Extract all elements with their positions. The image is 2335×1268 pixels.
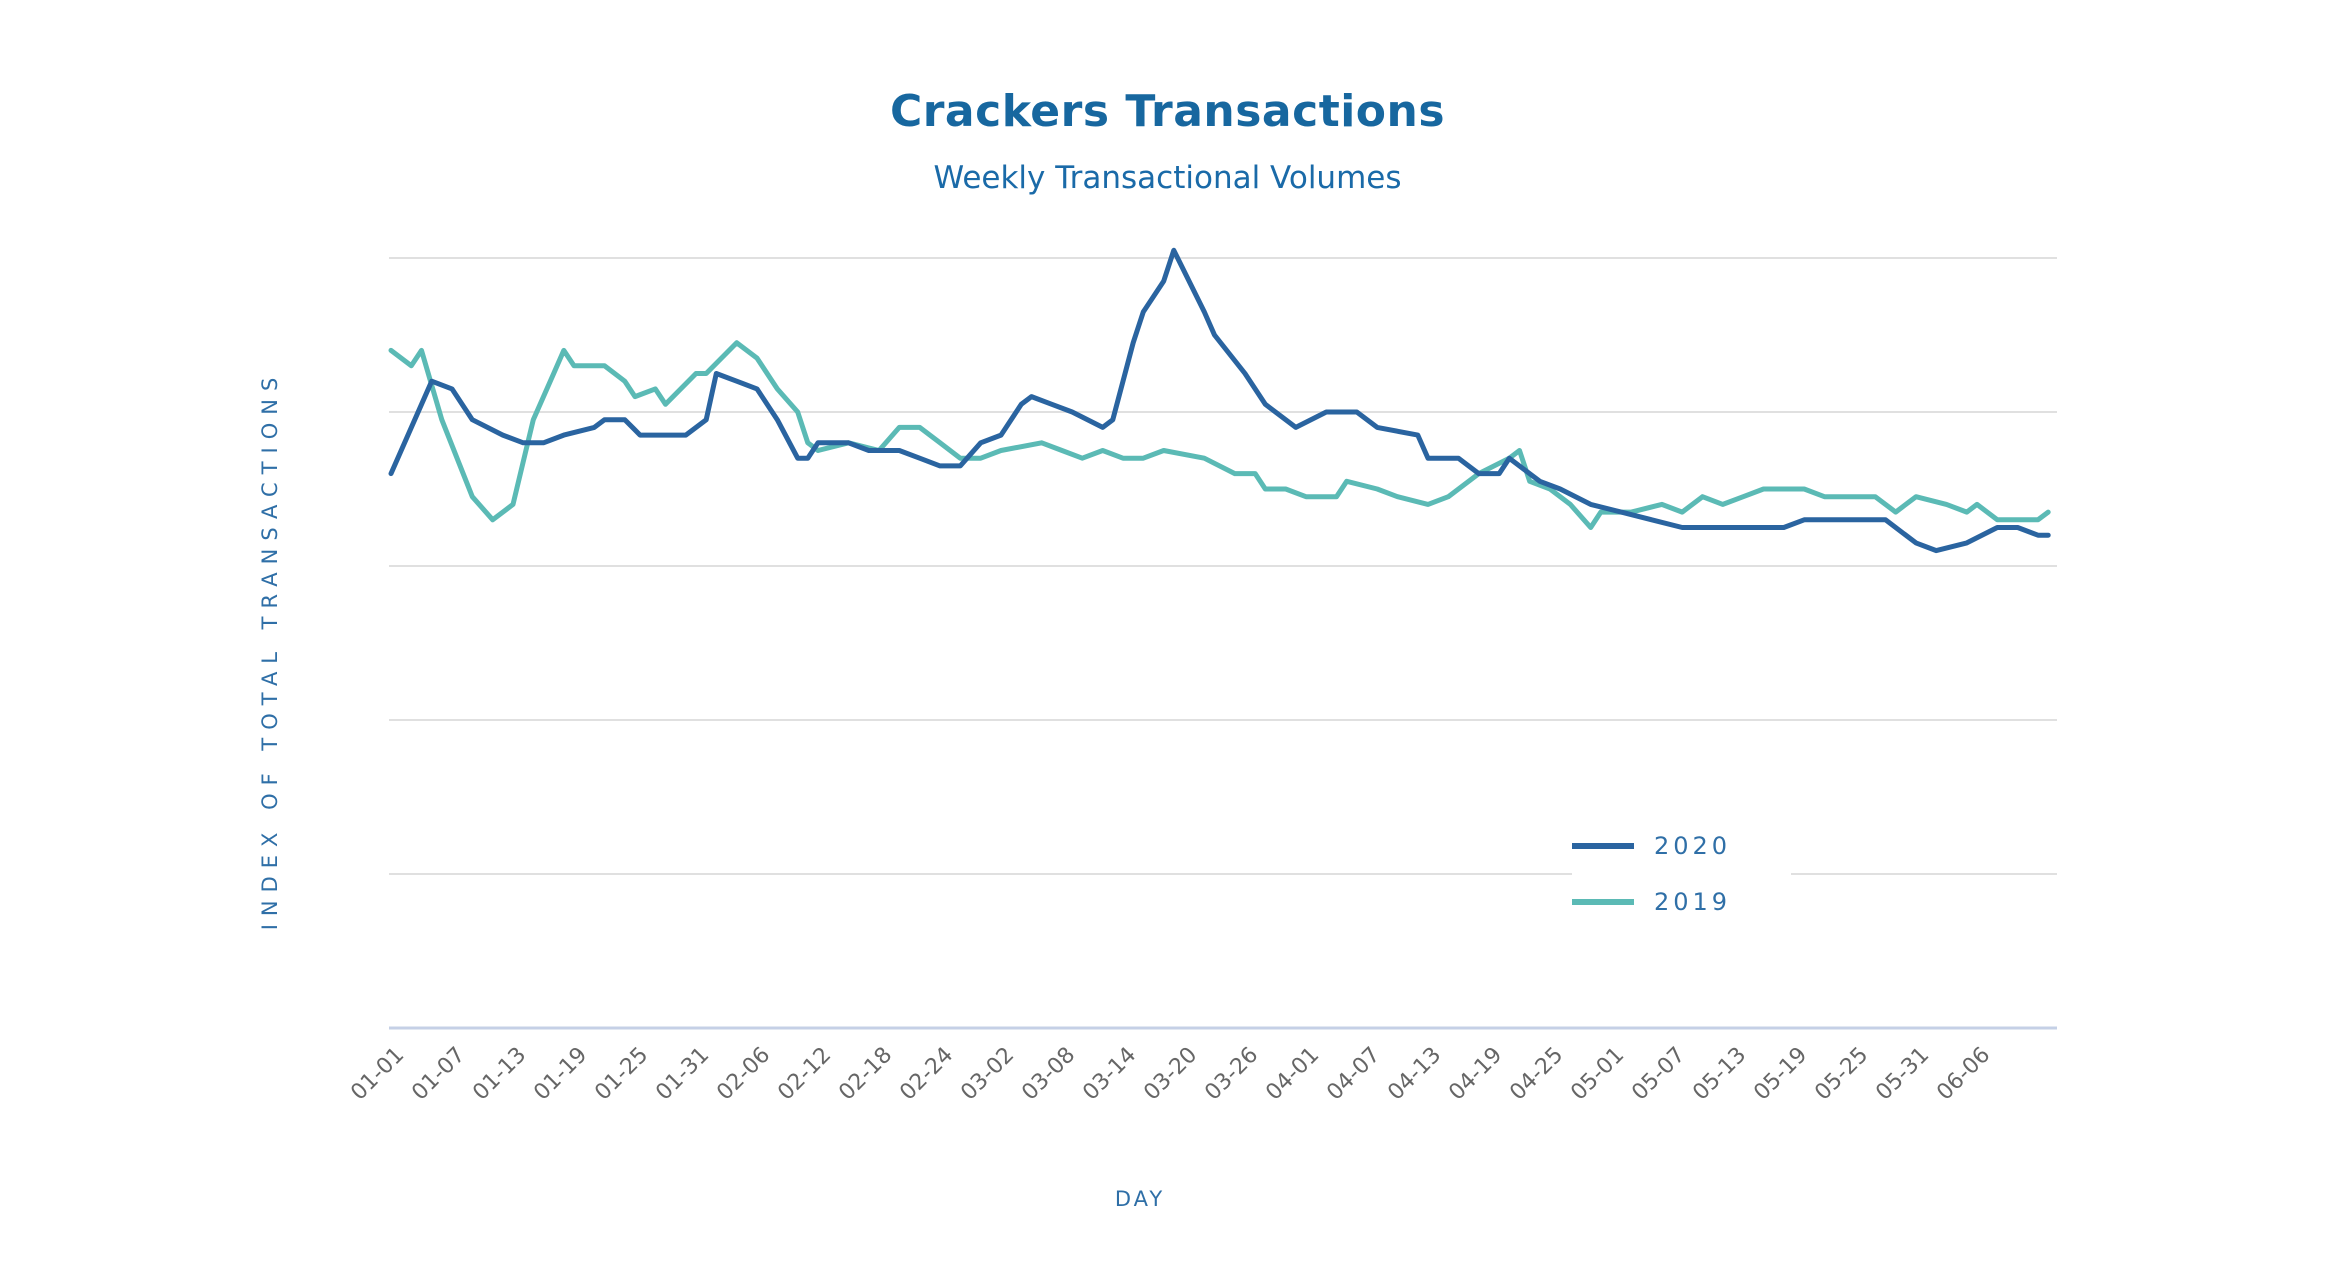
series-lines	[388, 247, 2051, 554]
x-tick-label: 03-26	[1200, 1043, 1263, 1106]
x-tick-label: 04-25	[1505, 1043, 1568, 1106]
x-tick-label: 01-07	[407, 1043, 470, 1106]
legend: 2020 2019	[1572, 818, 1792, 940]
x-tick-label: 02-12	[773, 1043, 836, 1106]
x-tick-label: 04-01	[1261, 1043, 1324, 1106]
x-tick-label: 05-25	[1810, 1043, 1873, 1106]
x-tick-label: 05-13	[1688, 1043, 1751, 1106]
x-axis-label: DAY	[1114, 1187, 1166, 1211]
x-tick-label: 03-02	[956, 1043, 1019, 1106]
legend-label-2020: 2020	[1654, 832, 1732, 860]
x-tick-label: 05-31	[1871, 1043, 1934, 1106]
x-tick-label: 03-14	[1078, 1043, 1141, 1106]
x-tick-label: 02-24	[895, 1043, 958, 1106]
x-tick-label: 04-07	[1322, 1043, 1385, 1106]
x-tick-label: 01-31	[651, 1043, 714, 1106]
x-tick-label: 04-13	[1383, 1043, 1446, 1106]
x-tick-label: 04-19	[1444, 1043, 1507, 1106]
x-tick-label: 05-19	[1749, 1043, 1812, 1106]
legend-swatch-2019	[1572, 899, 1634, 905]
x-tick-label: 01-01	[346, 1043, 409, 1106]
x-tick-label: 05-07	[1627, 1043, 1690, 1106]
x-tick-label: 01-13	[468, 1043, 531, 1106]
x-tick-label: 05-01	[1566, 1043, 1629, 1106]
x-tick-label: 01-19	[529, 1043, 592, 1106]
gridlines	[389, 257, 2057, 1030]
x-tick-label: 03-20	[1139, 1043, 1202, 1106]
legend-item-2019[interactable]: 2019	[1572, 874, 1731, 930]
legend-item-2020[interactable]: 2020	[1572, 818, 1731, 874]
x-tick-labels: 01-0101-0701-1301-1901-2501-3102-0602-12…	[346, 1043, 1995, 1106]
series-line-2020	[388, 247, 2051, 554]
chart-subtitle: Weekly Transactional Volumes	[933, 160, 1402, 196]
chart-title: Crackers Transactions	[889, 86, 1446, 137]
x-tick-label: 02-18	[834, 1043, 897, 1106]
legend-swatch-2020	[1572, 843, 1634, 849]
x-tick-label: 06-06	[1932, 1043, 1995, 1106]
legend-label-2019: 2019	[1654, 888, 1732, 916]
x-tick-label: 02-06	[712, 1043, 775, 1106]
x-tick-label: 01-25	[590, 1043, 653, 1106]
x-tick-label: 03-08	[1017, 1043, 1080, 1106]
series-line-2019	[388, 340, 2051, 530]
